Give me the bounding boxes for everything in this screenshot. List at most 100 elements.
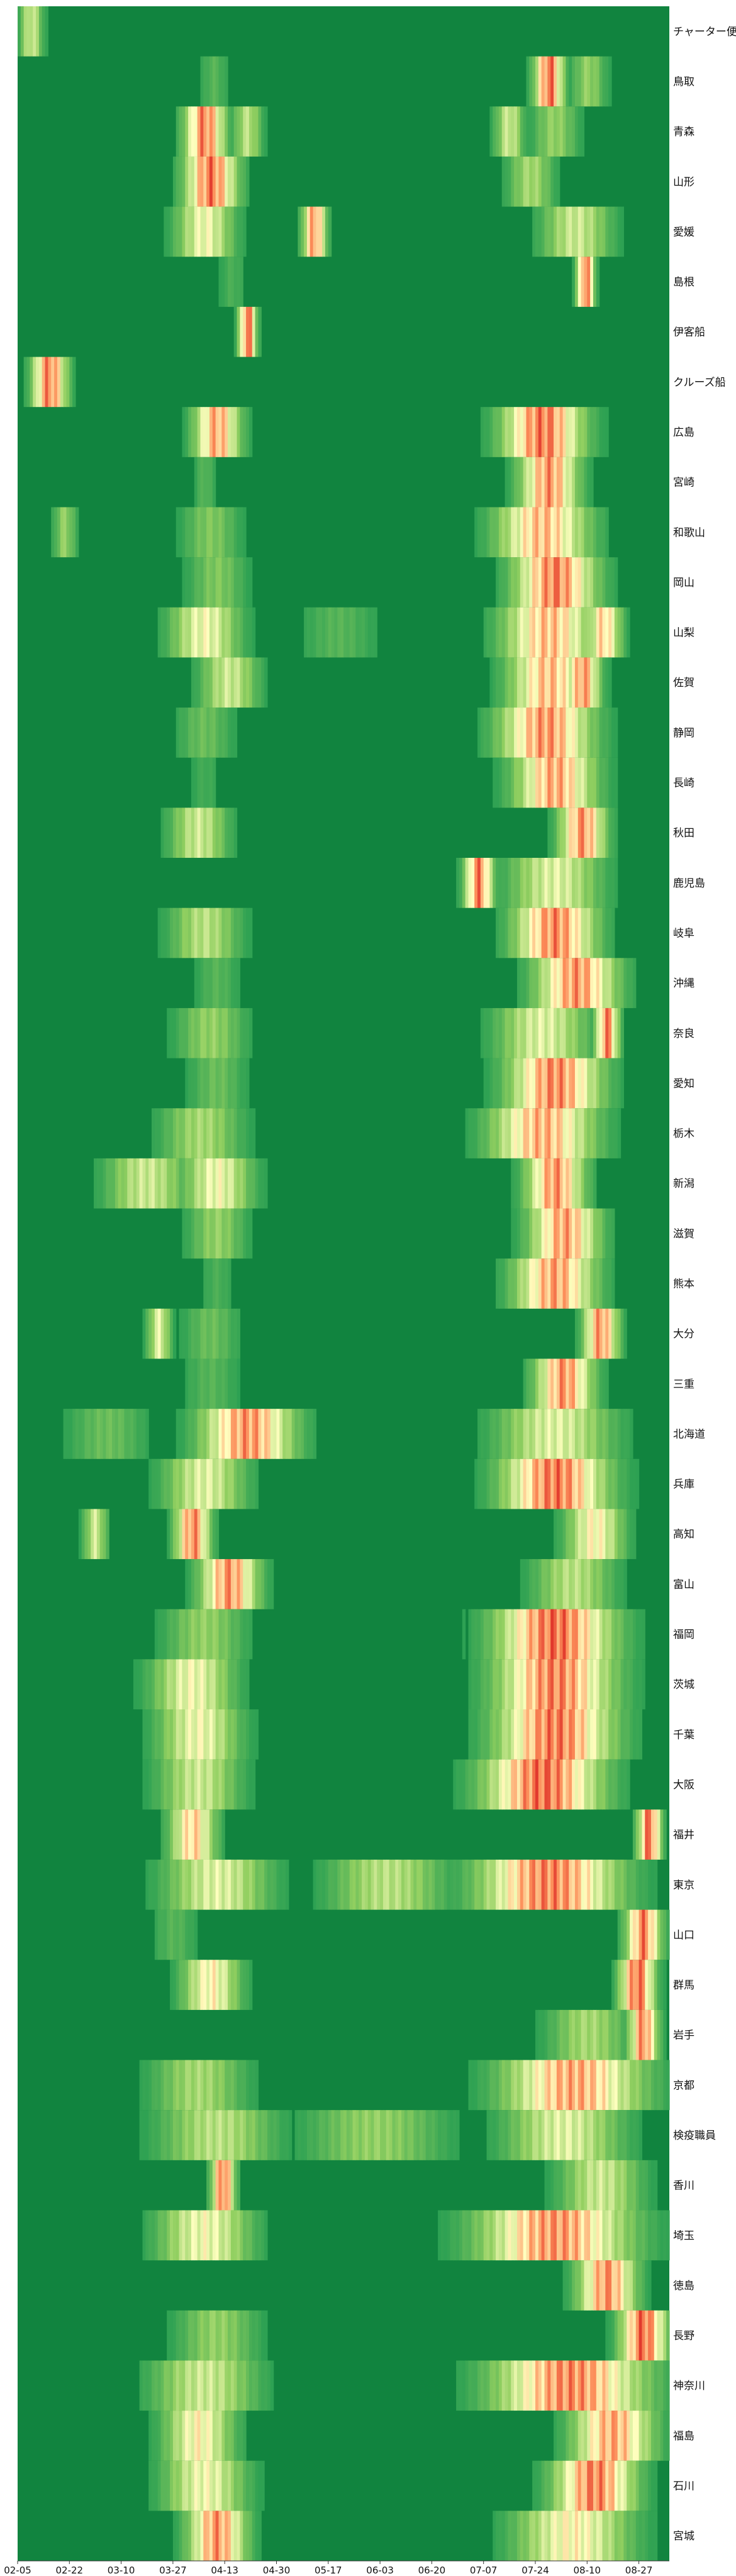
heatmap-cell [593, 858, 597, 908]
heatmap-cell [179, 1809, 183, 1860]
heatmap-cell [505, 2110, 509, 2160]
row-label: 京都 [673, 2079, 694, 2092]
heatmap-cell [559, 557, 564, 608]
heatmap-cell [124, 1158, 128, 1209]
heatmap-row [164, 206, 624, 257]
heatmap-cell [230, 808, 235, 858]
heatmap-cell [367, 607, 372, 658]
heatmap-cell [572, 607, 576, 658]
heatmap-cell [252, 607, 256, 658]
x-axis: 02-05 02-22 03-10 03-27 04-13 04-30 05-17 06-03… [4, 2560, 669, 2576]
heatmap-cell [188, 1909, 192, 1960]
heatmap-cell [614, 2260, 618, 2311]
heatmap-cell [611, 708, 615, 758]
heatmap-cell [593, 908, 597, 958]
heatmap-cell [99, 1509, 104, 1560]
heatmap-cell [581, 1208, 585, 1259]
heatmap-cell [94, 1158, 98, 1209]
heatmap-cell [602, 1709, 606, 1760]
heatmap-cell [638, 1960, 643, 2010]
heatmap-cell [377, 1859, 381, 1910]
heatmap-cell [176, 2411, 180, 2461]
heatmap-cell [410, 2110, 414, 2160]
heatmap-cell [508, 2511, 511, 2561]
heatmap-cell [246, 2210, 250, 2261]
heatmap-cell [526, 1358, 530, 1409]
heatmap-cell [212, 2060, 216, 2111]
heatmap-cell [493, 858, 496, 908]
heatmap-cell [194, 1759, 198, 1810]
heatmap-cell [541, 156, 545, 207]
heatmap-cell [596, 1609, 600, 1660]
heatmap-cell [152, 1458, 155, 1509]
heatmap-cell [200, 1960, 204, 2010]
heatmap-cell [620, 1559, 624, 1609]
heatmap-cell [404, 2110, 408, 2160]
heatmap-cell [654, 2511, 658, 2561]
heatmap-cell [252, 1759, 256, 1810]
heatmap-cell [574, 2460, 579, 2511]
heatmap-cell [136, 1158, 140, 1209]
heatmap-cell [237, 2411, 240, 2461]
heatmap-cell [480, 1409, 484, 1459]
heatmap-cell [188, 2210, 192, 2261]
heatmap-cell [596, 808, 600, 858]
heatmap-cell [514, 858, 518, 908]
heatmap-cell [288, 1409, 293, 1459]
heatmap-cell [635, 2060, 640, 2111]
heatmap-cell [590, 958, 594, 1008]
heatmap-cell [614, 557, 618, 608]
heatmap-cell [191, 206, 195, 257]
heatmap-cell [240, 2460, 243, 2511]
heatmap-cell [209, 908, 213, 958]
heatmap-cell [164, 1659, 167, 1709]
heatmap-cell [212, 457, 216, 508]
heatmap-cell [608, 1208, 612, 1259]
heatmap-cell [237, 1859, 240, 1910]
heatmap-cell [617, 2360, 622, 2411]
heatmap-cell [538, 607, 542, 658]
heatmap-cell [587, 1308, 591, 1359]
heatmap-cell [642, 1909, 645, 1960]
heatmap-cell [559, 1208, 564, 1259]
heatmap-cell [566, 1058, 569, 1109]
heatmap-cell [550, 1158, 554, 1209]
heatmap-cell [75, 1409, 79, 1459]
heatmap-cell [550, 2360, 554, 2411]
heatmap-cell [538, 1709, 542, 1760]
heatmap-cell [547, 2210, 551, 2261]
heatmap-cell [212, 908, 216, 958]
heatmap-cell [209, 1559, 213, 1609]
heatmap-cell [660, 2411, 664, 2461]
heatmap-cell [496, 557, 499, 608]
heatmap-cell [209, 156, 213, 207]
heatmap-cell [334, 1859, 338, 1910]
heatmap-cell [617, 1559, 622, 1609]
heatmap-cell [645, 2160, 649, 2211]
heatmap-cell [493, 407, 496, 457]
heatmap-cell [544, 1609, 548, 1660]
heatmap-cell [456, 2210, 460, 2261]
heatmap-cell [587, 908, 591, 958]
heatmap-cell [157, 1609, 162, 1660]
heatmap-cell [398, 2110, 402, 2160]
heatmap-cell [520, 1108, 524, 1158]
heatmap-cell [581, 1559, 585, 1609]
heatmap-cell [559, 958, 564, 1008]
heatmap-cell [386, 1859, 390, 1910]
heatmap-cell [309, 1409, 314, 1459]
heatmap-cell [602, 206, 606, 257]
heatmap-cell [611, 1960, 615, 2010]
heatmap-cell [240, 557, 243, 608]
heatmap-cell [200, 407, 204, 457]
heatmap-cell [508, 1659, 511, 1709]
heatmap-cell [508, 2110, 511, 2160]
heatmap-cell [529, 557, 533, 608]
heatmap-cell [496, 2511, 499, 2561]
heatmap-cell [544, 1358, 548, 1409]
heatmap-cell [206, 106, 210, 157]
heatmap-cell [593, 2411, 597, 2461]
heatmap-cell [203, 507, 207, 558]
heatmap-cell [556, 1709, 560, 1760]
heatmap-cell [96, 1158, 101, 1209]
